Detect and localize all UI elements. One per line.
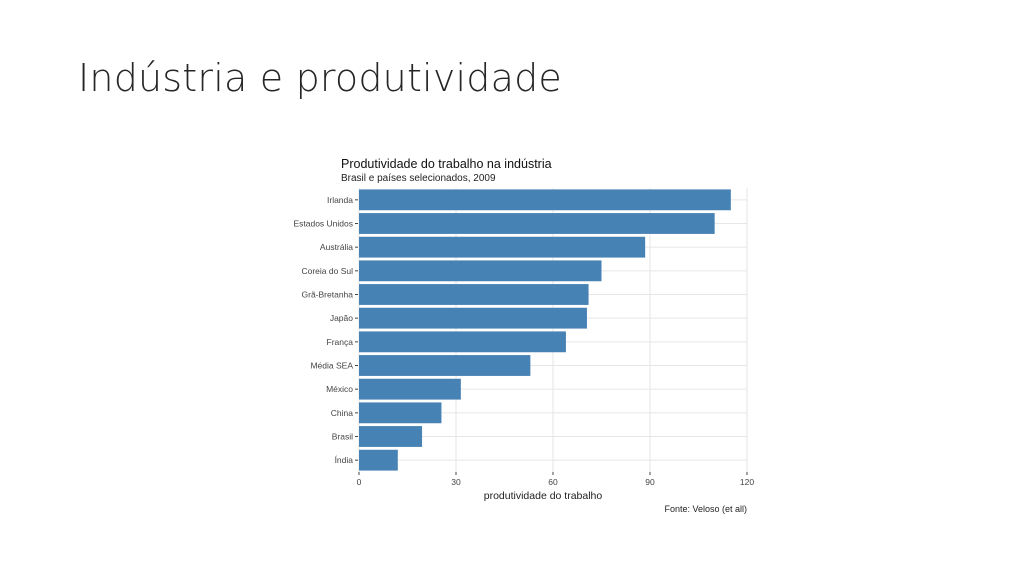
bar [359, 307, 587, 329]
label-layer: 0 30 60 90 120 Irlanda Estados Unidos Austrália… [293, 195, 754, 487]
bar [359, 213, 715, 234]
bar [359, 236, 646, 258]
bar-layer [359, 189, 731, 471]
y-category-label: Estados Unidos [293, 219, 353, 229]
y-category-label: Irlanda [327, 195, 353, 205]
x-tick-label: 0 [357, 477, 362, 487]
y-category-label: Coreia do Sul [301, 266, 353, 276]
x-tick-label: 90 [645, 477, 655, 487]
chart-title: Produtividade do trabalho na indústria [341, 157, 552, 171]
bar [359, 426, 423, 447]
y-category-label: Índia [335, 455, 354, 465]
y-category-label: China [331, 408, 353, 418]
y-category-label: Grã-Bretanha [302, 290, 354, 300]
y-category-label: Japão [330, 313, 353, 323]
bar [359, 449, 398, 471]
y-category-label: Austrália [320, 242, 353, 252]
bar [359, 189, 731, 211]
chart-subtitle: Brasil e países selecionados, 2009 [341, 173, 496, 184]
bar-chart: 0 30 60 90 120 Irlanda Estados Unidos Austrália… [293, 157, 754, 514]
bar [359, 378, 461, 400]
bar [359, 402, 442, 424]
y-category-label: Média SEA [310, 361, 353, 371]
bar [359, 260, 602, 282]
x-axis-label: produtividade do trabalho [484, 490, 603, 502]
y-category-label: México [326, 384, 353, 394]
chart-caption: Fonte: Veloso (et all) [664, 504, 747, 514]
y-category-label: França [327, 337, 354, 347]
x-tick-label: 30 [451, 477, 461, 487]
bar [359, 331, 566, 353]
bar [359, 355, 531, 376]
x-tick-label: 120 [740, 477, 754, 487]
chart-container: 0 30 60 90 120 Irlanda Estados Unidos Austrália… [270, 150, 760, 520]
x-tick-label: 60 [548, 477, 558, 487]
slide-title: Indústria e produtividade [78, 56, 562, 100]
y-category-label: Brasil [332, 432, 353, 442]
bar [359, 284, 589, 305]
